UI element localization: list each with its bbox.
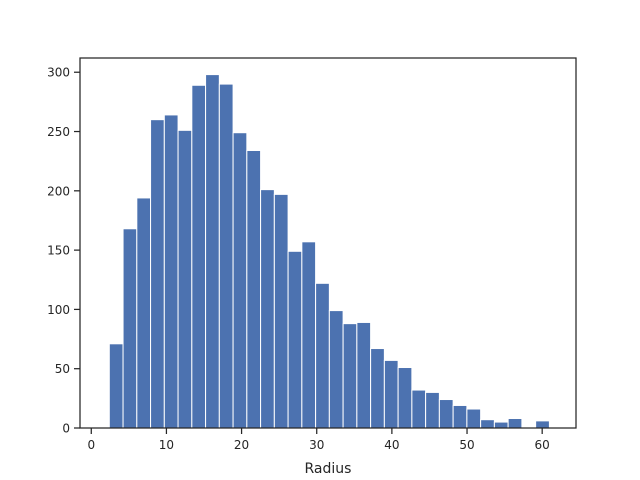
histogram-bar-12 (273, 193, 289, 429)
plot-frame (79, 57, 577, 429)
x-tick-label: 40 (384, 438, 399, 452)
y-tick-label: 100 (47, 303, 70, 317)
x-tick-label: 30 (309, 438, 324, 452)
histogram-bar-31 (535, 420, 550, 429)
histogram-bar-28 (493, 421, 509, 429)
histogram-bar-19 (370, 348, 385, 429)
histogram-bar-14 (301, 241, 317, 429)
histogram-bar-21 (397, 367, 413, 429)
histogram-bar-6 (191, 84, 207, 429)
histogram-bar-10 (246, 150, 262, 429)
histogram-bar-20 (383, 359, 399, 429)
histogram-bar-17 (342, 323, 358, 429)
histogram-bar-23 (425, 391, 440, 429)
y-axis-ticks: 0 50 100 150 200 250 300 (47, 66, 80, 436)
histogram-bar-3 (150, 119, 165, 429)
histogram-bar-18 (356, 321, 372, 429)
histogram-bar-11 (260, 189, 275, 429)
x-axis-ticks: 0 10 20 30 40 50 60 (87, 428, 550, 452)
x-tick-label: 50 (459, 438, 474, 452)
histogram-bar-16 (328, 310, 344, 429)
histogram-bar-2 (136, 197, 152, 429)
x-tick-label: 20 (234, 438, 249, 452)
y-tick-label: 0 (62, 422, 70, 436)
histogram-bar-4 (163, 114, 179, 429)
histogram-bar-15 (315, 282, 330, 429)
histogram-bar-7 (205, 74, 220, 429)
x-tick-label: 0 (87, 438, 95, 452)
histogram-bars (108, 74, 550, 429)
x-axis-label: Radius (305, 461, 352, 477)
y-tick-label: 300 (47, 66, 70, 80)
y-tick-label: 50 (55, 362, 70, 376)
histogram-bar-26 (466, 408, 482, 429)
histogram-bar-1 (122, 228, 138, 429)
histogram-bar-9 (232, 132, 248, 429)
x-tick-label: 60 (535, 438, 550, 452)
histogram-bar-25 (452, 404, 468, 429)
histogram-bar-24 (438, 399, 454, 429)
histogram-bar-22 (411, 389, 427, 429)
histogram-bar-5 (177, 129, 193, 429)
histogram-bar-13 (287, 250, 303, 429)
y-tick-label: 150 (47, 244, 70, 258)
histogram-bar-0 (108, 343, 124, 429)
histogram-bar-27 (480, 419, 495, 429)
histogram-bar-29 (507, 418, 523, 429)
x-tick-label: 10 (159, 438, 174, 452)
y-tick-label: 250 (47, 125, 70, 139)
y-tick-label: 200 (47, 184, 70, 198)
histogram-bar-8 (218, 83, 234, 429)
